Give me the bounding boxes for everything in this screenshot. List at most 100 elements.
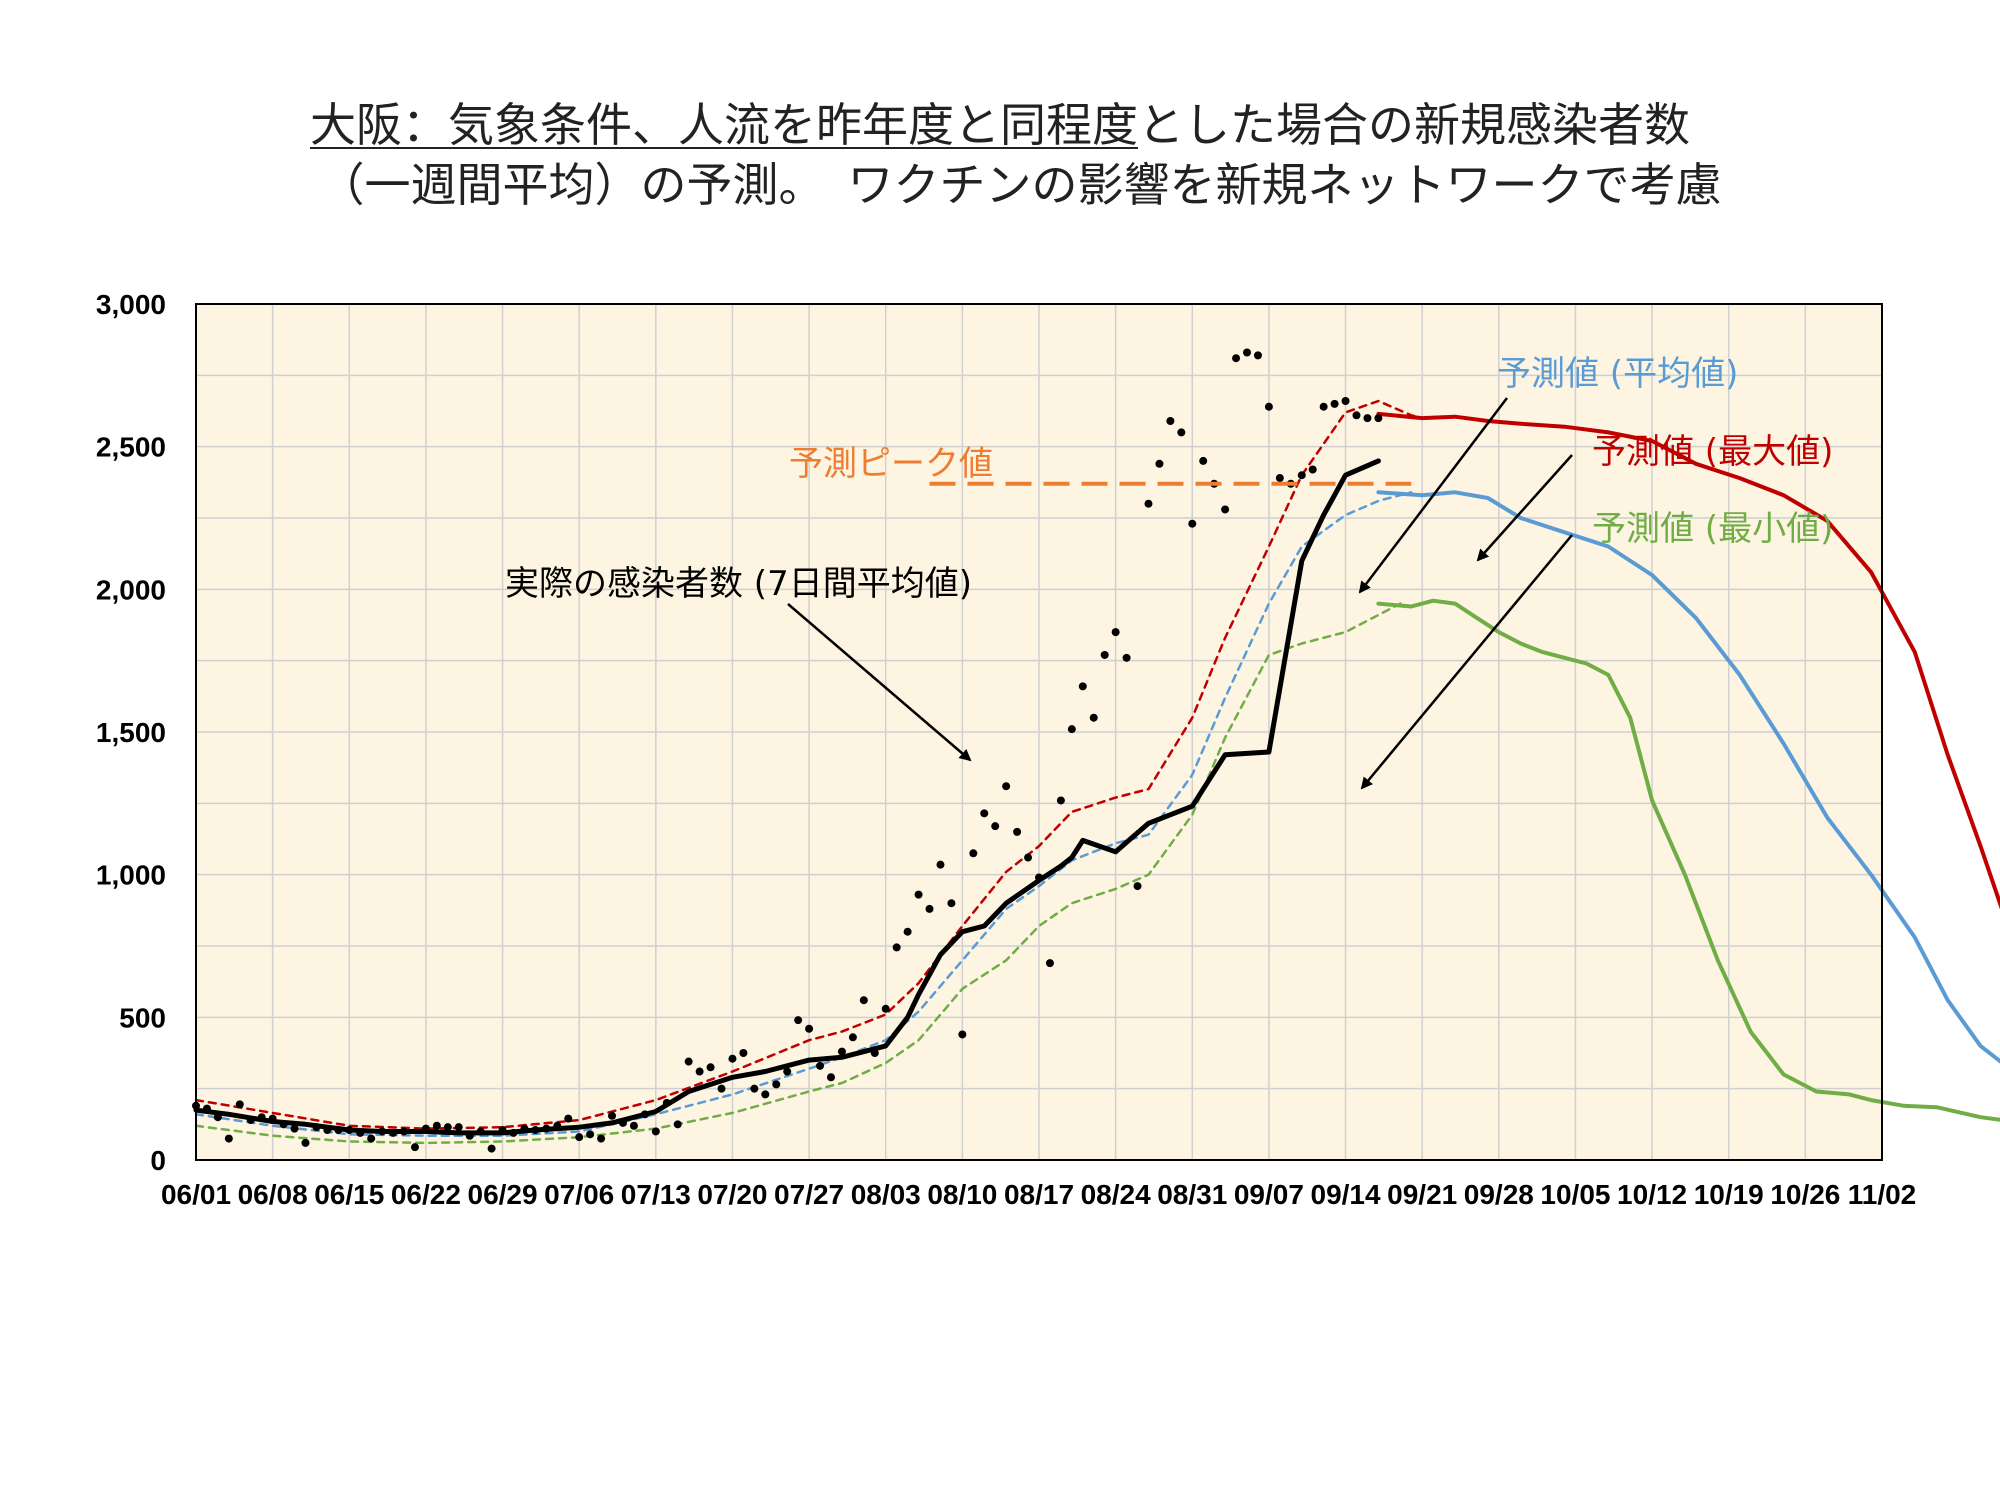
actual-label: 実際の感染者数 (7日間平均値) [505,564,972,604]
data-point [476,1127,485,1136]
x-tick-label: 06/08 [238,1179,308,1210]
x-tick-label: 07/20 [697,1179,767,1210]
title-line-2: （一週間平均）の予測。 ワクチンの影響を新規ネットワークで考慮 [318,158,1722,212]
data-point [1144,499,1153,508]
data-point [629,1121,638,1130]
data-point [224,1134,233,1143]
data-point [542,1124,551,1133]
series-min [1376,598,2000,1122]
data-point [1166,416,1175,425]
title-rest-part: とした場合の新規感染者数 [1138,98,1690,152]
series-actual [193,458,1381,1136]
arrow [1360,534,1573,790]
y-tick-label: 3,000 [96,289,166,320]
data-point [498,1126,507,1135]
data-point [1341,397,1350,406]
data-point [673,1120,682,1129]
data-point [246,1116,255,1125]
data-point [1177,428,1186,437]
data-point [1363,414,1372,423]
data-point [410,1143,419,1152]
data-point [1045,959,1054,968]
x-tick-label: 10/12 [1617,1179,1687,1210]
data-point [684,1057,693,1066]
x-tick-label: 09/28 [1464,1179,1534,1210]
data-point [1111,628,1120,637]
data-point [914,890,923,899]
data-point [553,1121,562,1130]
x-tick-label: 07/13 [621,1179,691,1210]
data-point [1067,725,1076,734]
plot-frame [195,303,1883,1161]
data-point [389,1128,398,1137]
data-point [443,1123,452,1132]
y-tick-label: 2,000 [96,574,166,605]
data-point [334,1126,343,1135]
x-tick-label: 10/26 [1770,1179,1840,1210]
data-point [1122,653,1131,662]
x-tick-label: 08/10 [927,1179,997,1210]
arrow [1358,397,1508,594]
data-point [651,1127,660,1136]
data-point [640,1110,649,1119]
data-point [378,1127,387,1136]
data-point [1243,348,1252,357]
data-point [213,1113,222,1122]
data-point [717,1084,726,1093]
data-point [421,1124,430,1133]
data-point [465,1131,474,1140]
data-point [925,904,934,913]
data-point [531,1126,540,1135]
data-point [1352,411,1361,420]
x-tick-label: 06/15 [314,1179,384,1210]
data-point [1232,354,1241,363]
y-tick-label: 2,500 [96,432,166,463]
data-point [826,1073,835,1082]
data-point [202,1104,211,1113]
data-point [1133,882,1142,891]
x-tick-label: 07/27 [774,1179,844,1210]
data-point [608,1111,617,1120]
data-point [859,996,868,1005]
series-max_band [194,399,1424,1130]
data-point [969,849,978,858]
data-point [1221,505,1230,514]
scatter-points [192,348,1383,1153]
data-point [805,1024,814,1033]
data-point [892,943,901,952]
arrow [1476,454,1573,562]
x-tick-label: 06/01 [161,1179,231,1210]
data-point [1374,414,1383,423]
data-point [761,1090,770,1099]
data-point [586,1130,595,1139]
data-point [1024,853,1033,862]
data-point [1275,474,1284,483]
series-mean [1376,490,2000,1064]
data-point [1188,519,1197,528]
data-point [881,1004,890,1013]
data-point [936,860,945,869]
arrow [787,603,972,762]
data-point [432,1121,441,1130]
data-point [1319,402,1328,411]
data-point [400,1127,409,1136]
data-point [772,1080,781,1089]
y-tick-label: 1,500 [96,717,166,748]
data-point [1330,399,1339,408]
data-point [1056,796,1065,805]
data-point [356,1128,365,1137]
data-point [1253,351,1262,360]
x-tick-label: 11/02 [1848,1179,1917,1210]
x-tick-label: 06/29 [468,1179,538,1210]
x-tick-label: 10/05 [1540,1179,1610,1210]
data-point [903,927,912,936]
data-point [848,1033,857,1042]
data-point [837,1047,846,1056]
max-label: 予測値 (最大値) [1592,432,1833,472]
data-point [1002,782,1011,791]
mean-label: 予測値 (平均値) [1497,354,1738,394]
x-tick-label: 08/17 [1004,1179,1074,1210]
data-point [257,1113,266,1122]
data-point [1078,682,1087,691]
data-point [662,1098,671,1107]
